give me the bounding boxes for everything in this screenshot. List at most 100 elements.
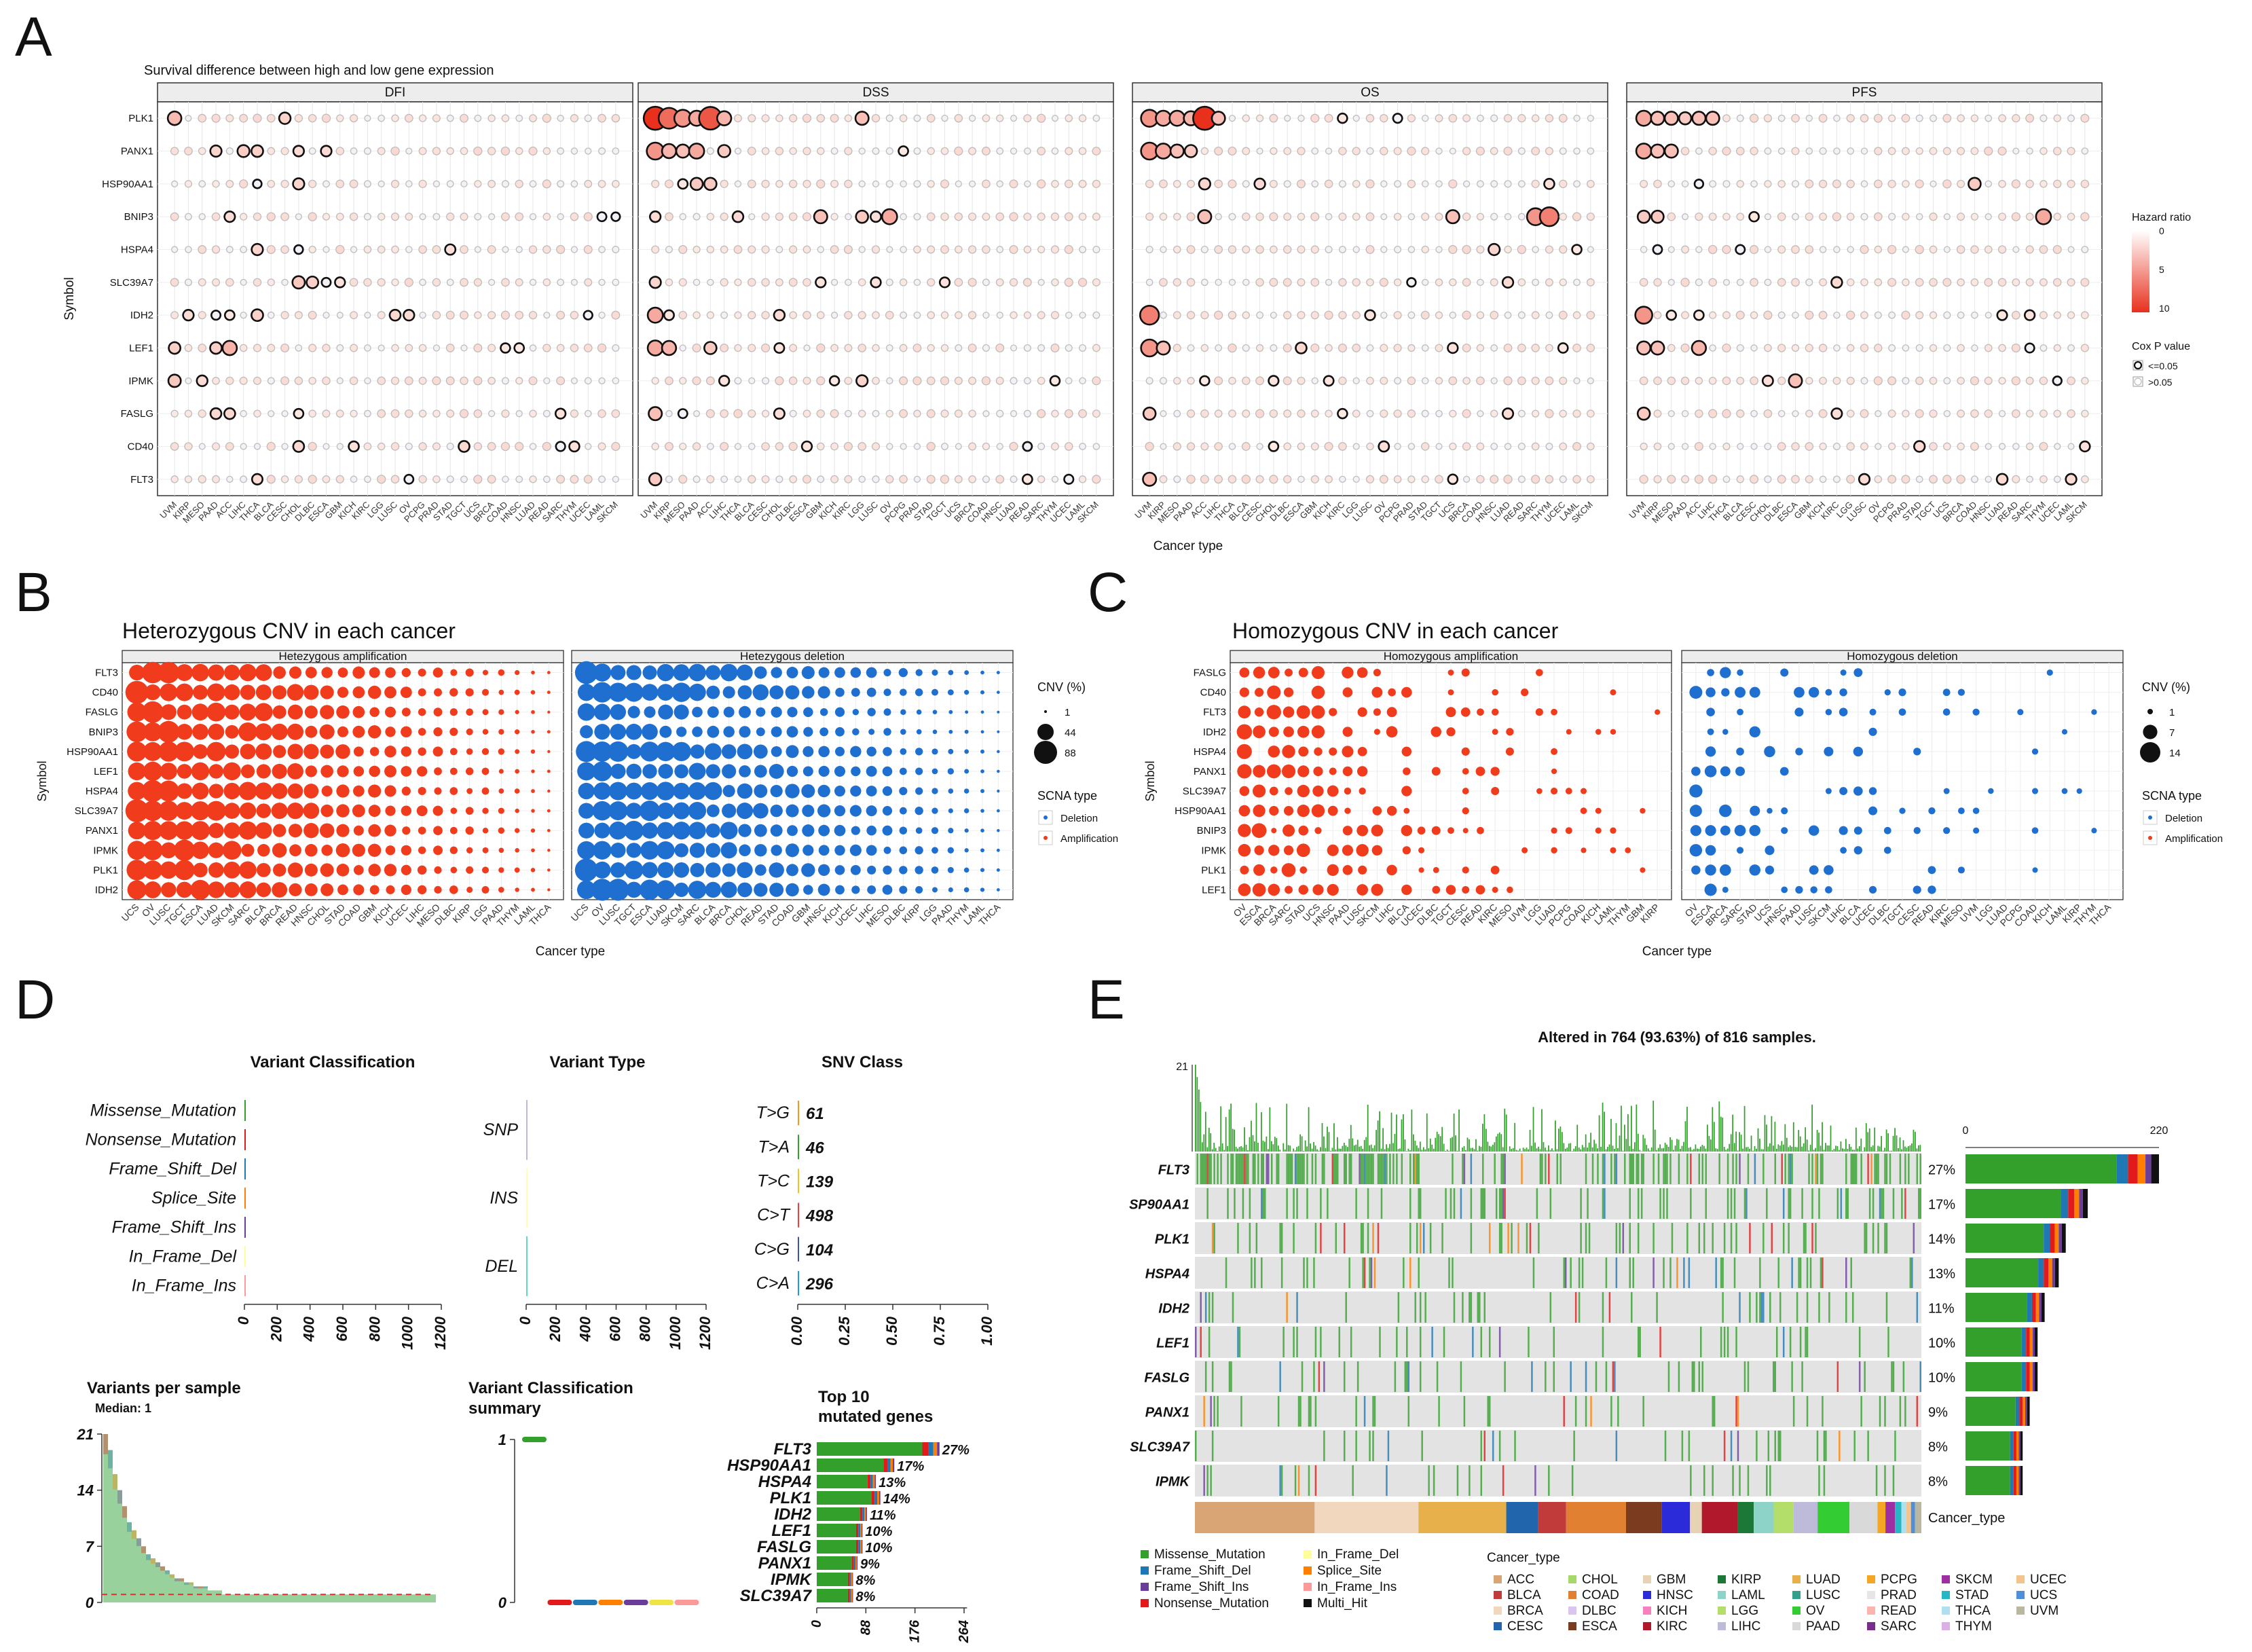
hazard-point bbox=[2052, 244, 2062, 255]
hazard-point bbox=[240, 213, 248, 221]
hazard-point bbox=[500, 212, 510, 221]
hazard-point bbox=[1490, 213, 1498, 221]
legend-key-symbol bbox=[2148, 815, 2152, 820]
sample-burden-bar bbox=[1614, 1148, 1615, 1152]
hazard-point bbox=[1915, 179, 1924, 189]
mutation-cell bbox=[1255, 1223, 1258, 1253]
hazard-point bbox=[677, 408, 688, 420]
cnv-point bbox=[1371, 883, 1384, 896]
mutation-cell bbox=[1293, 1188, 1295, 1219]
hazard-point bbox=[488, 213, 496, 221]
data-label: 498 bbox=[805, 1207, 834, 1226]
cnv-point bbox=[868, 729, 875, 735]
cnv-point bbox=[1840, 669, 1847, 676]
hazard-point bbox=[1092, 344, 1101, 352]
hazard-point bbox=[542, 245, 551, 254]
sample-burden-bar bbox=[1355, 1144, 1357, 1152]
cnv-point bbox=[932, 887, 938, 893]
gene-bar-segment bbox=[860, 1540, 862, 1554]
y-tick-label: LEF1 bbox=[1202, 884, 1226, 896]
sample-burden-bar bbox=[1330, 1150, 1331, 1152]
sample-burden-bar bbox=[1528, 1149, 1529, 1152]
hazard-point bbox=[1010, 410, 1018, 418]
mutation-cell bbox=[1659, 1327, 1661, 1357]
hazard-point bbox=[995, 344, 1005, 352]
hazard-point bbox=[2039, 147, 2048, 155]
gene-count-segment bbox=[2061, 1189, 2069, 1218]
cnv-point bbox=[1433, 866, 1439, 873]
hazard-point bbox=[1462, 180, 1471, 187]
cnv-point bbox=[657, 822, 674, 839]
hazard-point bbox=[982, 410, 990, 418]
hazard-point bbox=[223, 407, 236, 420]
hazard-point bbox=[1338, 246, 1346, 253]
mutation-cell bbox=[1809, 1258, 1812, 1288]
mutation-cell bbox=[1203, 1465, 1205, 1496]
mutation-cell bbox=[1608, 1292, 1611, 1323]
sample-burden-bar bbox=[1289, 1145, 1291, 1152]
hazard-point bbox=[225, 442, 234, 451]
mutation-cell bbox=[1733, 1258, 1736, 1288]
cnv-point bbox=[515, 828, 520, 833]
mutation-cell bbox=[1320, 1327, 1322, 1357]
hazard-point bbox=[871, 113, 881, 123]
sample-burden-bar bbox=[1725, 1150, 1727, 1152]
mutation-cell bbox=[1314, 1223, 1317, 1253]
hazard-point bbox=[1736, 376, 1745, 385]
hazard-point bbox=[1722, 442, 1731, 451]
hazard-point bbox=[1201, 278, 1208, 287]
sample-burden-bar bbox=[1747, 1147, 1749, 1152]
x-tick-label: 800 bbox=[366, 1316, 383, 1341]
cnv-point bbox=[240, 764, 255, 779]
sample-burden-bar bbox=[1314, 1145, 1316, 1152]
hazard-point bbox=[854, 111, 870, 126]
cnv-point bbox=[547, 671, 551, 674]
hazard-point bbox=[1695, 213, 1703, 221]
legend-size-label: 88 bbox=[1065, 748, 1076, 759]
cnv-point bbox=[1913, 827, 1921, 834]
hazard-point bbox=[1352, 115, 1360, 122]
hazard-point bbox=[322, 180, 330, 188]
mutation-cell bbox=[1262, 1154, 1265, 1184]
hazard-point bbox=[1888, 311, 1896, 319]
cnv-point bbox=[608, 682, 628, 702]
cnv-point bbox=[1296, 705, 1310, 719]
mutation-cell bbox=[1916, 1292, 1919, 1323]
hazard-point bbox=[830, 278, 838, 286]
hazard-point bbox=[611, 113, 621, 123]
hazard-point bbox=[1490, 443, 1498, 450]
mutation-cell bbox=[1782, 1223, 1785, 1253]
cnv-point bbox=[142, 661, 164, 684]
hazard-point bbox=[1352, 344, 1361, 352]
hazard-point bbox=[2081, 246, 2089, 253]
mutation-cell bbox=[1916, 1396, 1919, 1427]
hazard-point bbox=[1297, 376, 1306, 385]
cnv-point bbox=[353, 766, 365, 777]
cnv-point bbox=[802, 686, 815, 699]
hazard-point bbox=[612, 246, 620, 253]
cnv-point bbox=[1720, 825, 1731, 836]
hazard-point bbox=[1394, 180, 1402, 188]
hazard-point bbox=[598, 246, 606, 253]
mutation-cell bbox=[1261, 1154, 1263, 1184]
hazard-point bbox=[322, 376, 331, 386]
cnv-point bbox=[866, 687, 876, 697]
cnv-point bbox=[1942, 708, 1951, 716]
sample-burden-bar bbox=[1299, 1134, 1302, 1152]
mutation-cell bbox=[1774, 1431, 1776, 1461]
mutation-cell bbox=[1286, 1154, 1288, 1184]
sample-burden-bar bbox=[1458, 1109, 1460, 1152]
hazard-point bbox=[487, 147, 496, 155]
hazard-point bbox=[1639, 278, 1648, 287]
cnv-point bbox=[610, 862, 626, 878]
hazard-point bbox=[1268, 441, 1280, 452]
cnv-point bbox=[739, 705, 751, 718]
cnv-point bbox=[1327, 785, 1339, 797]
hazard-point bbox=[1805, 442, 1814, 451]
hazard-point bbox=[693, 475, 701, 483]
hazard-point bbox=[1227, 245, 1237, 254]
sample-burden-bar bbox=[1836, 1145, 1839, 1152]
hazard-point bbox=[1297, 442, 1306, 451]
mutation-cell bbox=[1864, 1223, 1866, 1253]
cnv-point bbox=[657, 663, 674, 682]
